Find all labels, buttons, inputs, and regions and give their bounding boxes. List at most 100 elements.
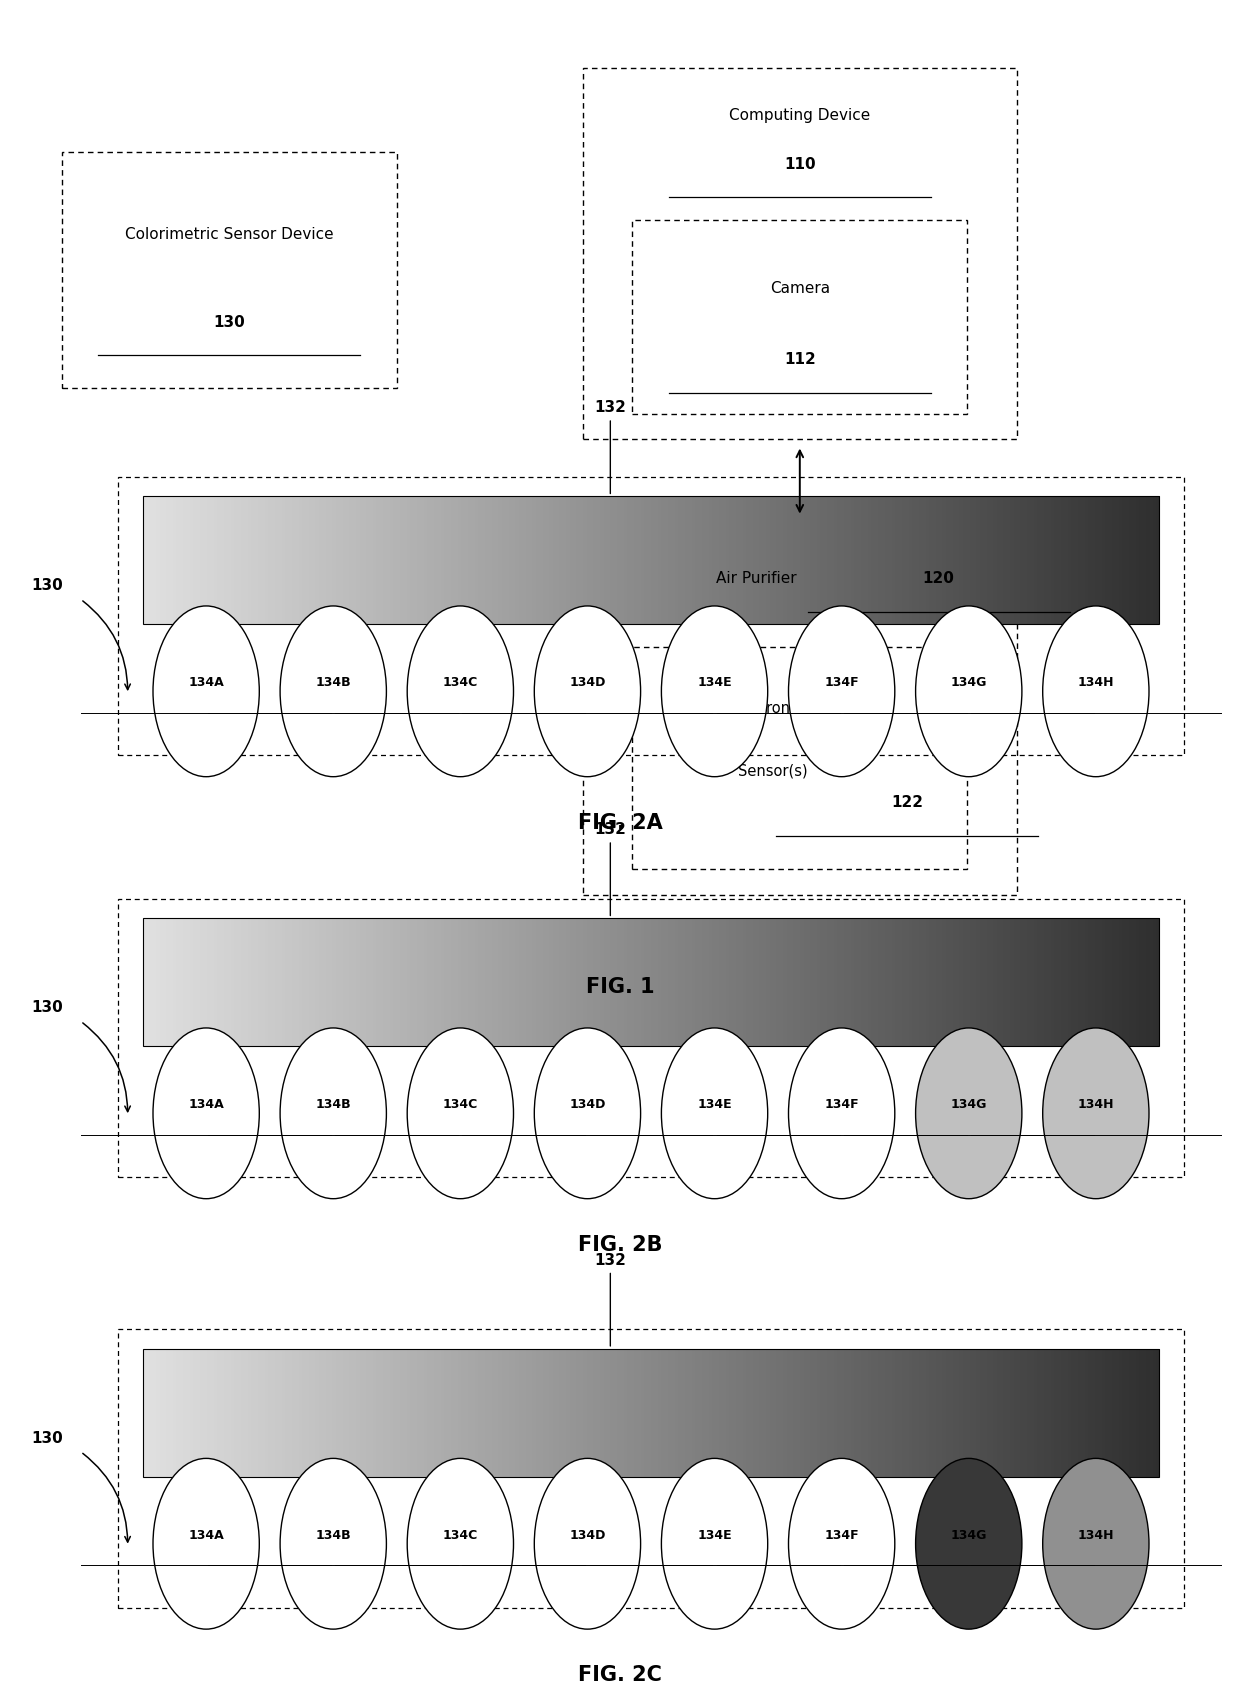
Bar [536, 496, 539, 625]
Bar [950, 1349, 954, 1477]
Bar [1126, 1349, 1130, 1477]
Bar [1146, 918, 1149, 1047]
Bar [1112, 496, 1116, 625]
Bar [827, 496, 831, 625]
Bar [892, 1349, 895, 1477]
Bar [238, 918, 242, 1047]
Text: 134D: 134D [569, 677, 605, 689]
Text: FIG. 2C: FIG. 2C [578, 1666, 662, 1685]
Bar [498, 918, 502, 1047]
Bar [1054, 1349, 1058, 1477]
Bar [479, 918, 482, 1047]
Bar [417, 918, 422, 1047]
Bar [492, 1349, 496, 1477]
Bar [735, 918, 740, 1047]
Bar [1149, 918, 1153, 1047]
Bar [272, 1349, 275, 1477]
Bar [756, 496, 760, 625]
Ellipse shape [1043, 1028, 1149, 1198]
Bar [428, 496, 432, 625]
Bar [149, 1349, 154, 1477]
Bar [149, 918, 154, 1047]
Bar [973, 1349, 977, 1477]
Bar [549, 496, 553, 625]
Bar [289, 1349, 293, 1477]
Bar [1115, 918, 1120, 1047]
Bar [326, 496, 330, 625]
Bar [702, 1349, 706, 1477]
Bar [143, 1349, 146, 1477]
Ellipse shape [407, 1028, 513, 1198]
Bar [596, 918, 600, 1047]
Bar [1089, 1349, 1092, 1477]
Bar [606, 1349, 611, 1477]
Bar [587, 496, 590, 625]
Bar [725, 918, 729, 1047]
Bar [180, 918, 184, 1047]
Bar [800, 1349, 804, 1477]
Bar [675, 918, 678, 1047]
Bar [823, 496, 828, 625]
Bar [932, 496, 936, 625]
Bar [647, 918, 652, 1047]
Bar [475, 496, 479, 625]
Bar [536, 1349, 539, 1477]
Bar [350, 918, 353, 1047]
Bar [475, 1349, 479, 1477]
Bar [939, 496, 944, 625]
Bar [661, 1349, 665, 1477]
Bar [1146, 496, 1149, 625]
Bar [383, 1349, 387, 1477]
Bar [234, 1349, 238, 1477]
Bar [350, 1349, 353, 1477]
Text: 132: 132 [594, 400, 626, 493]
Bar [224, 496, 228, 625]
Bar [149, 496, 154, 625]
Bar [624, 1349, 627, 1477]
Bar [790, 918, 794, 1047]
Bar [363, 496, 367, 625]
Bar [946, 496, 950, 625]
Bar [851, 918, 854, 1047]
Bar [932, 1349, 936, 1477]
Bar [1099, 496, 1102, 625]
Bar [231, 918, 234, 1047]
Bar [498, 496, 502, 625]
Bar [1048, 1349, 1052, 1477]
Bar [692, 918, 696, 1047]
Bar [784, 918, 787, 1047]
Bar [936, 918, 940, 1047]
Bar [960, 1349, 963, 1477]
Bar [289, 918, 293, 1047]
Bar [821, 1349, 825, 1477]
Bar [217, 496, 221, 625]
Bar [858, 918, 862, 1047]
Bar [203, 1349, 207, 1477]
Text: Camera: Camera [770, 280, 830, 295]
Text: 134C: 134C [443, 1099, 477, 1111]
Ellipse shape [915, 1458, 1022, 1629]
Bar [248, 496, 252, 625]
Bar [420, 496, 424, 625]
Bar [794, 918, 797, 1047]
Bar [332, 496, 336, 625]
Bar [706, 496, 709, 625]
Bar [1034, 1349, 1038, 1477]
Bar [356, 1349, 360, 1477]
Bar [614, 1349, 618, 1477]
Bar [200, 918, 205, 1047]
Bar [1132, 918, 1136, 1047]
Bar [823, 918, 828, 1047]
Bar [1149, 1349, 1153, 1477]
Bar [539, 1349, 543, 1477]
Bar [817, 1349, 821, 1477]
Bar [706, 918, 709, 1047]
Bar [810, 1349, 815, 1477]
Bar [1156, 496, 1161, 625]
Bar [299, 496, 303, 625]
Bar [278, 1349, 283, 1477]
Bar [569, 1349, 574, 1477]
Bar [719, 496, 723, 625]
Bar [403, 496, 408, 625]
Bar [872, 1349, 875, 1477]
